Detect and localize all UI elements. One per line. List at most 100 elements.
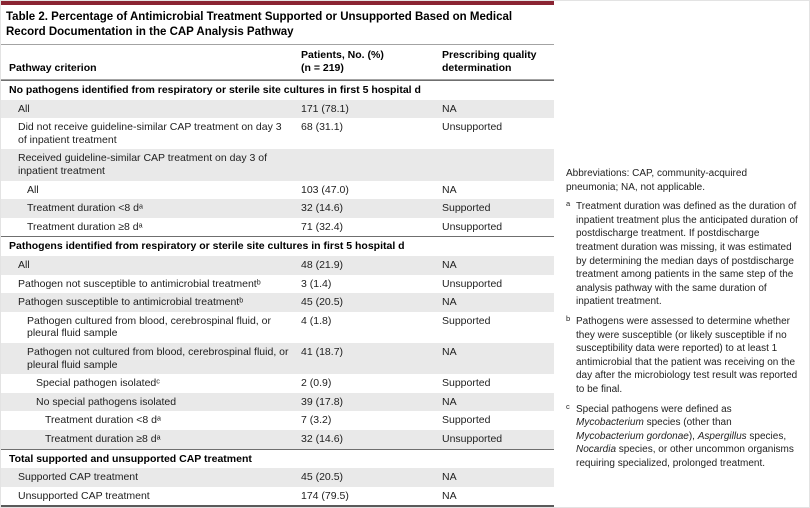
cell-quality-determination: Supported xyxy=(442,314,491,327)
cell-pathway-criterion: Supported CAP treatment xyxy=(18,471,139,484)
table-row: All 48 (21.9) NA xyxy=(1,255,554,275)
footnote-text: Special pathogens were defined as Mycoba… xyxy=(576,403,801,471)
table-row: All 103 (47.0) NA xyxy=(1,181,554,200)
cell-pathway-criterion: Received guideline-similar CAP treatment… xyxy=(18,152,268,177)
table-row: Unsupported CAP treatment 174 (79.5) NA xyxy=(1,487,554,506)
footnote-text-segment: Pathogens were assessed to determine whe… xyxy=(576,315,798,395)
cell-quality-determination: Supported xyxy=(442,377,491,390)
cell-patients-value: 45 (20.5) xyxy=(301,471,344,484)
cell-quality-determination: Supported xyxy=(442,414,491,427)
table-panel: Table 2. Percentage of Antimicrobial Tre… xyxy=(1,1,554,507)
table-row: Pathogen cultured from blood, cerebrospi… xyxy=(1,312,554,343)
cell-quality-determination: NA xyxy=(442,471,457,484)
cell-pathway-criterion: Treatment duration <8 dᵃ xyxy=(45,414,161,427)
cell-pathway-criterion: Pathogen cultured from blood, cerebrospi… xyxy=(27,314,271,340)
footnote-text-segment: species, or other uncommon organisms req… xyxy=(576,444,794,469)
footnotes-panel: Abbreviations: CAP, community-acquired p… xyxy=(554,1,809,507)
table-title: Table 2. Percentage of Antimicrobial Tre… xyxy=(6,11,513,38)
cell-quality-determination: Unsupported xyxy=(442,277,503,290)
table-row: Pathogen susceptible to antimicrobial tr… xyxy=(1,293,554,312)
cell-quality-determination xyxy=(434,81,554,87)
cell-pathway-criterion: Pathogen susceptible to antimicrobial tr… xyxy=(18,296,244,309)
footnote-text: Pathogens were assessed to determine whe… xyxy=(576,315,801,397)
table-row: Pathogen not cultured from blood, cerebr… xyxy=(1,342,554,375)
footnote-text-segment: species (other than xyxy=(643,417,732,429)
cell-pathway-criterion: Pathogen not cultured from blood, cerebr… xyxy=(27,345,289,371)
footnote-item: a Treatment duration was defined as the … xyxy=(566,199,801,309)
cell-pathway-criterion: Pathogens identified from respiratory or… xyxy=(9,240,405,253)
table-section-row: Pathogens identified from respiratory or… xyxy=(1,236,554,256)
footnote-text-segment: species, xyxy=(746,430,787,442)
cell-patients-value: 2 (0.9) xyxy=(301,377,332,390)
footnote-text: Treatment duration was defined as the du… xyxy=(576,200,801,309)
table-top-rule xyxy=(1,1,554,5)
footnote-item: c Special pathogens were defined as Myco… xyxy=(566,401,801,471)
cell-pathway-criterion: All xyxy=(18,102,30,115)
cell-patients-value: 68 (31.1) xyxy=(301,121,344,134)
cell-pathway-criterion: No special pathogens isolated xyxy=(36,395,177,408)
footnote-marker: c xyxy=(566,401,570,411)
table-section-row: No pathogens identified from respiratory… xyxy=(1,80,554,100)
footnote-item: b Pathogens were assessed to determine w… xyxy=(566,314,801,397)
cell-pathway-criterion: Pathogen not susceptible to antimicrobia… xyxy=(18,277,261,290)
cell-quality-determination: NA xyxy=(442,258,457,271)
cell-patients-value: 4 (1.8) xyxy=(301,314,332,327)
cell-quality-determination: NA xyxy=(442,489,457,502)
cell-patients-value: 39 (17.8) xyxy=(301,395,344,408)
cell-patients-value xyxy=(293,149,434,155)
cell-pathway-criterion: Did not receive guideline-similar CAP tr… xyxy=(18,121,282,146)
cell-pathway-criterion: Treatment duration <8 dᵃ xyxy=(27,202,143,215)
footnote-marker: a xyxy=(566,199,571,209)
footnote-text-segment: ), xyxy=(688,430,698,442)
cell-patients-value: 7 (3.2) xyxy=(301,414,332,427)
cell-quality-determination: NA xyxy=(442,296,457,309)
cell-patients-value: 32 (14.6) xyxy=(301,432,344,445)
cell-patients-value: 103 (47.0) xyxy=(301,183,349,196)
cell-quality-determination xyxy=(434,237,554,243)
table-row: Received guideline-similar CAP treatment… xyxy=(1,149,554,181)
abbreviations-note: Abbreviations: CAP, community-acquired p… xyxy=(566,168,748,193)
table-row: No special pathogens isolated 39 (17.8) … xyxy=(1,392,554,412)
cell-quality-determination xyxy=(434,450,554,456)
table-row: Pathogen not susceptible to antimicrobia… xyxy=(1,275,554,294)
cell-quality-determination: NA xyxy=(442,102,457,115)
footnote-text-segment: Treatment duration was defined as the du… xyxy=(576,201,798,308)
cell-pathway-criterion: All xyxy=(18,258,30,271)
cell-pathway-criterion: Unsupported CAP treatment xyxy=(18,489,150,502)
cell-patients-value: 32 (14.6) xyxy=(301,202,344,215)
table-body: No pathogens identified from respiratory… xyxy=(1,80,554,507)
cell-pathway-criterion: No pathogens identified from respiratory… xyxy=(9,84,421,97)
cell-quality-determination: Unsupported xyxy=(442,432,503,445)
cell-patients-value: 171 (78.1) xyxy=(301,102,349,115)
table-row: Did not receive guideline-similar CAP tr… xyxy=(1,118,554,149)
table-row: Treatment duration <8 dᵃ 7 (3.2) Support… xyxy=(1,411,554,430)
cell-patients-value: 174 (79.5) xyxy=(301,489,349,502)
cell-patients-value: 71 (32.4) xyxy=(301,220,344,233)
cell-quality-determination xyxy=(434,149,554,155)
header-pathway-criterion: Pathway criterion xyxy=(9,62,97,75)
cell-pathway-criterion: Treatment duration ≥8 dᵃ xyxy=(27,220,143,233)
footnote-species-name: Mycobacterium gordonae xyxy=(576,430,689,442)
cell-quality-determination: NA xyxy=(442,345,457,358)
cell-quality-determination: NA xyxy=(442,183,457,196)
cell-quality-determination: Unsupported xyxy=(442,121,503,134)
header-patients-no-pct: Patients, No. (%) (n = 219) xyxy=(301,49,384,75)
cell-patients-value: 48 (21.9) xyxy=(301,258,344,271)
table-row: Treatment duration <8 dᵃ 32 (14.6) Suppo… xyxy=(1,199,554,218)
cell-pathway-criterion: All xyxy=(27,183,39,196)
cell-patients-value: 45 (20.5) xyxy=(301,296,344,309)
footnote-text-segment: Special pathogens were defined as xyxy=(576,403,732,415)
cell-quality-determination: Unsupported xyxy=(442,220,503,233)
table-row: Supported CAP treatment 45 (20.5) NA xyxy=(1,468,554,487)
table-header-row: Pathway criterion Patients, No. (%) (n =… xyxy=(1,44,554,81)
cell-quality-determination: NA xyxy=(442,395,457,408)
cell-quality-determination: Supported xyxy=(442,202,491,215)
table-row: Treatment duration ≥8 dᵃ 32 (14.6) Unsup… xyxy=(1,429,554,449)
table-row: All 171 (78.1) NA xyxy=(1,99,554,119)
cell-pathway-criterion: Total supported and unsupported CAP trea… xyxy=(9,452,252,465)
footnote-species-name: Mycobacterium xyxy=(576,417,644,429)
table-row: Special pathogen isolatedᶜ 2 (0.9) Suppo… xyxy=(1,374,554,393)
cell-patients-value: 3 (1.4) xyxy=(301,277,332,290)
table-section-row: Total supported and unsupported CAP trea… xyxy=(1,448,554,469)
